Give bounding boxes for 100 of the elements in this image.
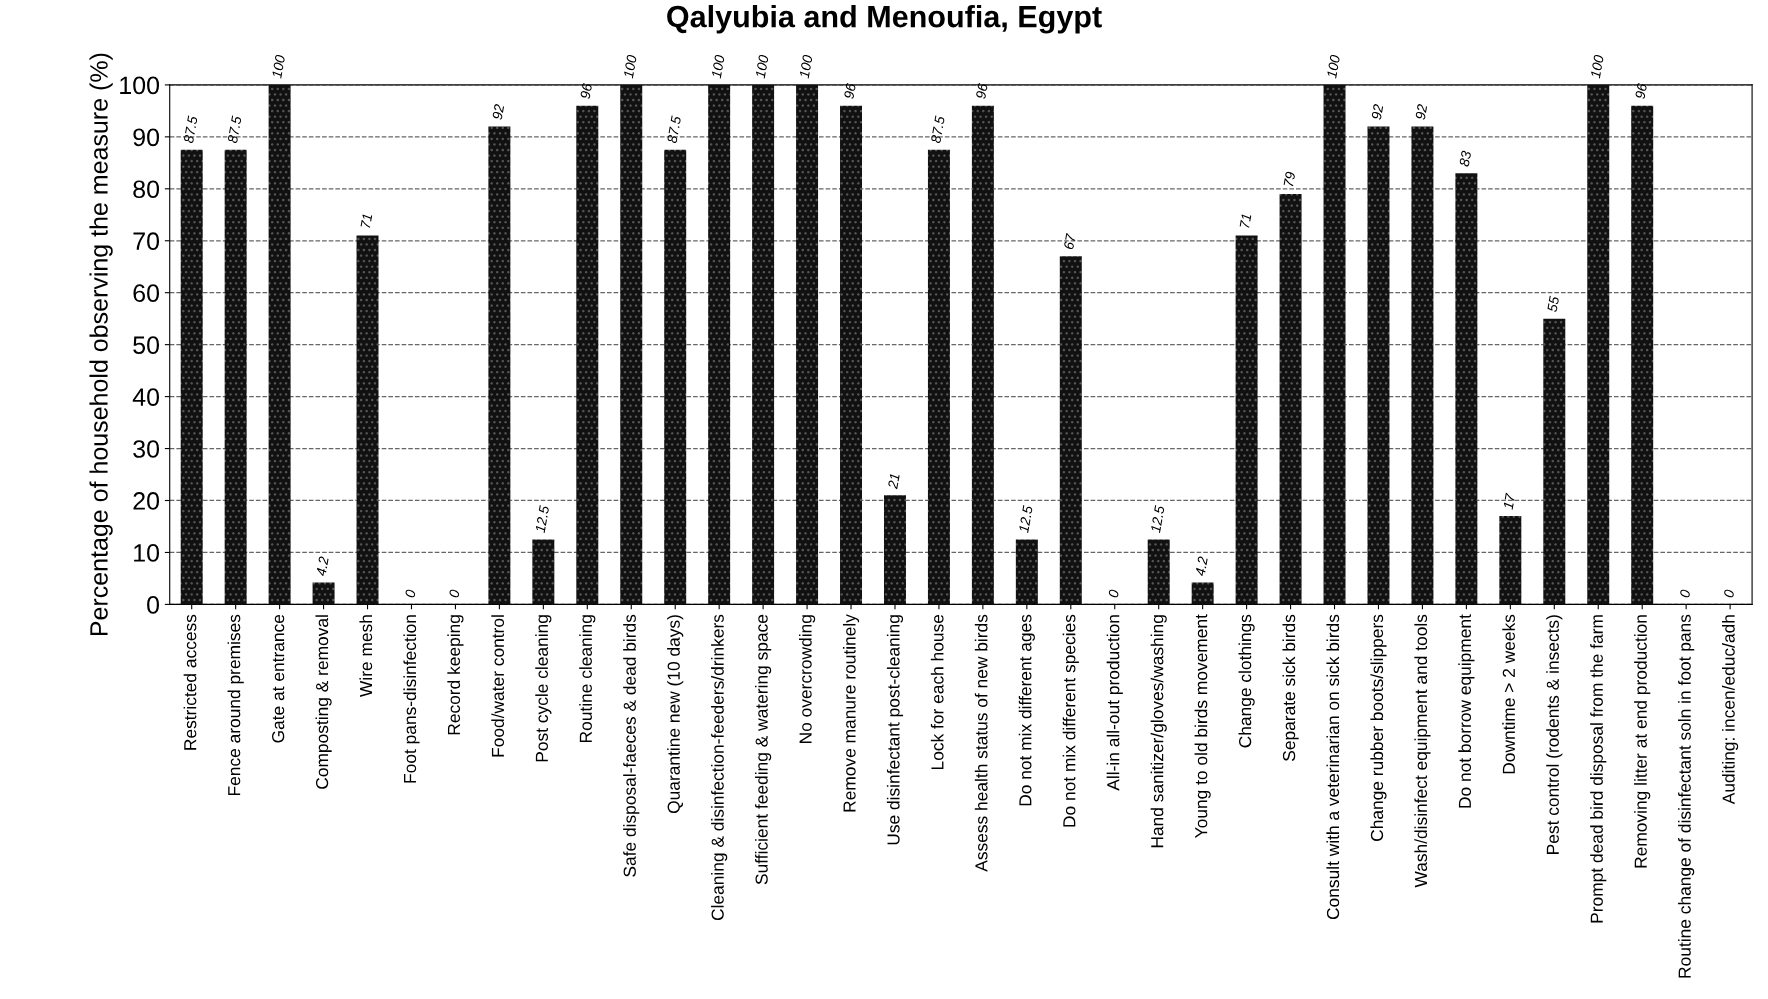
- bar: [1235, 235, 1258, 605]
- x-tick-label: Removing litter at end production: [1634, 615, 1651, 868]
- bar: [796, 84, 819, 605]
- bar: [356, 235, 379, 605]
- x-tick-label: Quarantine new (10 days): [667, 615, 684, 814]
- x-tick-label: Prompt dead bird disposal from the farm: [1590, 615, 1607, 923]
- data-label: 96: [580, 82, 593, 100]
- bar: [971, 105, 994, 605]
- bar: [268, 84, 291, 605]
- data-label: 0: [1723, 589, 1735, 598]
- x-tick-label: Lock for each house: [930, 614, 944, 770]
- data-label: 92: [1415, 103, 1428, 120]
- x-tick-label: Food/water control: [491, 615, 505, 757]
- y-axis-title: Percentage of household observing the measure (%): [89, 53, 113, 636]
- bar: [1587, 84, 1610, 605]
- x-tick-label: Use disinfectant post-cleaning: [886, 615, 904, 845]
- data-label: 12.5: [1150, 505, 1165, 534]
- x-tick-label: Post cycle cleaning: [535, 615, 552, 762]
- data-label: 4.2: [315, 556, 329, 577]
- x-tick-label: Routine cleaning: [579, 615, 596, 743]
- bar: [1499, 516, 1522, 605]
- y-tick-label: 10: [134, 544, 160, 562]
- y-tick-label: 60: [133, 284, 160, 303]
- data-label: 71: [360, 213, 373, 229]
- bar: [708, 84, 731, 605]
- x-tick-label: Safe disposal-faeces & dead birds: [623, 614, 640, 877]
- bar: [1455, 173, 1478, 605]
- bar: [532, 539, 555, 605]
- bar: [180, 149, 203, 605]
- data-label: 55: [1547, 295, 1560, 313]
- x-tick-label: Wash/disinfect equipment and tools: [1414, 614, 1431, 888]
- data-label: 67: [1063, 232, 1076, 250]
- y-tick-label: 30: [133, 440, 160, 458]
- x-tick-label: All-in all-out production: [1106, 615, 1123, 791]
- x-tick-label: Do not mix different ages: [1018, 614, 1035, 806]
- data-label: 87.5: [666, 115, 682, 144]
- x-tick-label: Routine change of disinfectant soln in foot pans: [1678, 614, 1695, 978]
- bar: [576, 105, 599, 605]
- bar: [1191, 582, 1214, 605]
- bar: [620, 84, 643, 605]
- y-tick-label: 0: [147, 596, 160, 614]
- data-label: 92: [1371, 103, 1384, 120]
- x-tick-label: Do not mix different species: [1062, 614, 1079, 827]
- data-label: 21: [887, 473, 900, 490]
- x-tick-label: Foot pans-disinfection: [403, 615, 420, 783]
- x-tick-label: Assess health status of new birds: [974, 614, 988, 872]
- bar: [1411, 126, 1434, 605]
- data-label: 0: [1108, 589, 1120, 598]
- data-label: 87.5: [227, 115, 242, 144]
- x-tick-label: Composting & removal: [315, 615, 332, 789]
- data-label: 87.5: [183, 115, 198, 144]
- x-tick-label: Wire mesh: [359, 615, 373, 697]
- data-label: 100: [755, 54, 769, 79]
- data-label: 92: [492, 103, 505, 120]
- x-tick-label: Remove manure routinely: [842, 614, 860, 812]
- data-label: 17: [1503, 492, 1516, 510]
- bar: [1147, 539, 1170, 605]
- data-label: 0: [448, 589, 460, 598]
- bar: [1323, 84, 1346, 605]
- data-label: 100: [1326, 54, 1341, 79]
- x-tick-label: Cleaning & disinfection-feeders/drinkers: [711, 614, 728, 921]
- bar: [664, 149, 687, 605]
- bar: [883, 495, 906, 605]
- data-label: 96: [843, 82, 857, 100]
- chart-title: Qalyubia and Menoufia, Egypt: [667, 4, 1102, 34]
- x-tick-label: Hand sanitizer/gloves/washing: [1150, 615, 1167, 848]
- y-tick-label: 40: [132, 388, 160, 406]
- data-label: 71: [1239, 213, 1252, 229]
- y-tick-label: 80: [133, 180, 160, 199]
- data-label: 0: [1679, 589, 1691, 598]
- bar: [927, 149, 950, 605]
- x-tick-label: Pest control (rodents & insects): [1546, 615, 1563, 854]
- bar: [752, 84, 775, 605]
- x-tick-label: Change clothings: [1238, 614, 1255, 748]
- y-tick-label: 20: [133, 492, 160, 510]
- data-label: 100: [711, 54, 725, 79]
- data-label: 96: [1634, 82, 1648, 100]
- y-tick-label: 70: [133, 232, 160, 251]
- bar: [1059, 256, 1082, 605]
- data-label: 96: [975, 82, 988, 100]
- data-label: 12.5: [1018, 505, 1033, 534]
- y-tick-label: 90: [133, 128, 160, 147]
- bar: [1279, 194, 1302, 605]
- bar: [1367, 126, 1390, 605]
- x-tick-label: Fence around premises: [227, 614, 244, 796]
- data-label: 100: [271, 54, 286, 79]
- x-tick-label: Separate sick birds: [1282, 614, 1299, 761]
- x-tick-label: Do not borrow equipment: [1458, 614, 1475, 808]
- bar: [224, 149, 247, 605]
- data-label: 0: [404, 589, 416, 598]
- bar: [840, 105, 863, 605]
- data-label: 100: [623, 54, 637, 79]
- data-label: 87.5: [930, 115, 945, 144]
- data-label: 79: [1283, 171, 1296, 187]
- bar: [1015, 539, 1038, 605]
- x-tick-label: Downtime > 2 weeks: [1502, 614, 1515, 774]
- x-tick-label: Gate at entrance: [271, 614, 285, 743]
- data-label: 4.2: [1194, 556, 1208, 577]
- y-tick-label: 100: [120, 76, 160, 95]
- x-tick-label: No overcrowding: [798, 615, 816, 743]
